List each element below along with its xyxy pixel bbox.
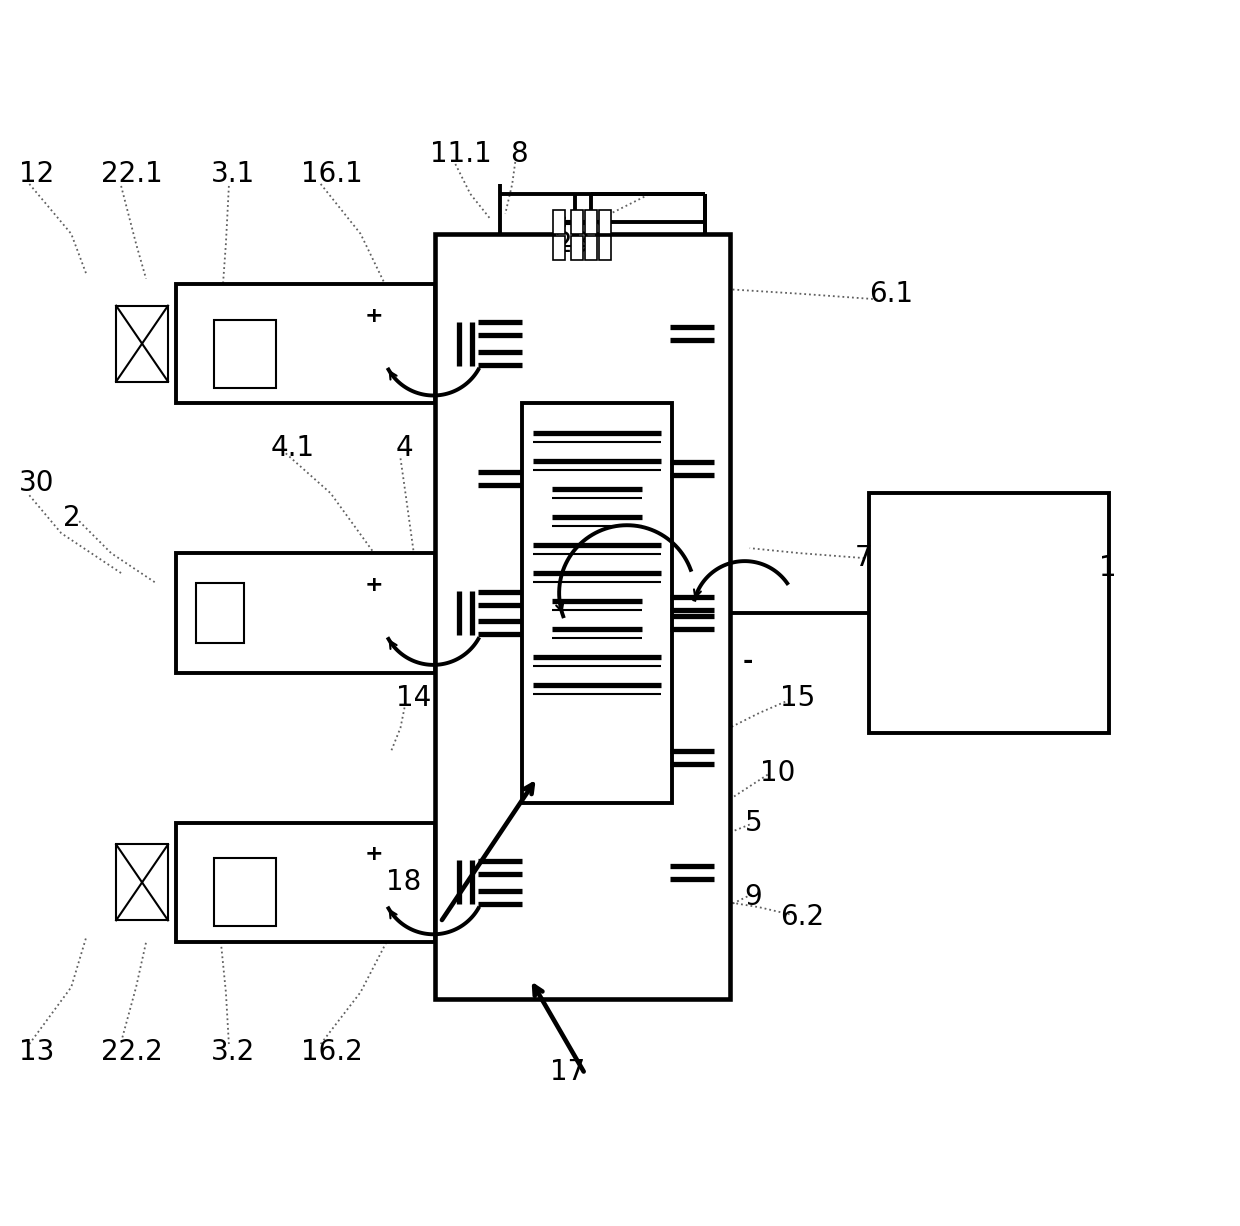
Bar bbox=[117, 845, 167, 921]
Bar bbox=[117, 305, 167, 381]
Text: 22.2: 22.2 bbox=[102, 1038, 162, 1067]
Text: 23: 23 bbox=[556, 229, 590, 257]
Text: 4.1: 4.1 bbox=[270, 434, 315, 462]
Bar bbox=[176, 553, 435, 673]
Text: 5: 5 bbox=[745, 808, 763, 836]
Text: +: + bbox=[365, 305, 383, 326]
Text: 17: 17 bbox=[551, 1058, 585, 1086]
Text: 10: 10 bbox=[760, 759, 795, 787]
Bar bbox=[599, 235, 611, 260]
Bar bbox=[553, 235, 565, 260]
Text: 13: 13 bbox=[20, 1038, 55, 1067]
Bar bbox=[869, 493, 1109, 733]
Bar bbox=[554, 224, 573, 246]
Bar bbox=[578, 224, 595, 246]
Bar bbox=[599, 210, 611, 234]
Bar bbox=[435, 234, 730, 999]
Bar bbox=[215, 320, 275, 387]
Text: 1: 1 bbox=[1099, 554, 1116, 582]
Text: 7: 7 bbox=[854, 544, 872, 573]
Bar bbox=[553, 210, 565, 234]
Bar bbox=[176, 823, 435, 943]
Bar bbox=[196, 584, 244, 642]
Text: 14: 14 bbox=[396, 684, 430, 712]
Bar bbox=[215, 858, 275, 927]
Bar bbox=[572, 210, 583, 234]
Text: 8: 8 bbox=[510, 140, 528, 168]
Text: 6.2: 6.2 bbox=[780, 904, 823, 932]
Bar bbox=[585, 210, 596, 234]
Text: 18: 18 bbox=[386, 868, 420, 896]
Text: 15: 15 bbox=[780, 684, 815, 712]
Text: 3.1: 3.1 bbox=[211, 159, 255, 188]
Text: 2: 2 bbox=[63, 504, 81, 532]
Text: 12: 12 bbox=[20, 159, 55, 188]
Bar bbox=[585, 235, 596, 260]
Text: 3.2: 3.2 bbox=[211, 1038, 255, 1067]
Text: +: + bbox=[365, 845, 383, 864]
Text: 9: 9 bbox=[745, 884, 763, 911]
Text: 16.1: 16.1 bbox=[301, 159, 362, 188]
Text: +: + bbox=[365, 575, 383, 595]
Text: 4: 4 bbox=[396, 434, 413, 462]
Bar bbox=[176, 283, 435, 403]
Text: 16.2: 16.2 bbox=[301, 1038, 362, 1067]
Bar bbox=[522, 403, 672, 803]
Text: 11.1: 11.1 bbox=[430, 140, 492, 168]
Text: 6.1: 6.1 bbox=[869, 280, 914, 308]
Text: 30: 30 bbox=[20, 470, 55, 498]
Text: -: - bbox=[743, 649, 753, 673]
Text: 22.1: 22.1 bbox=[102, 159, 162, 188]
Bar bbox=[572, 235, 583, 260]
